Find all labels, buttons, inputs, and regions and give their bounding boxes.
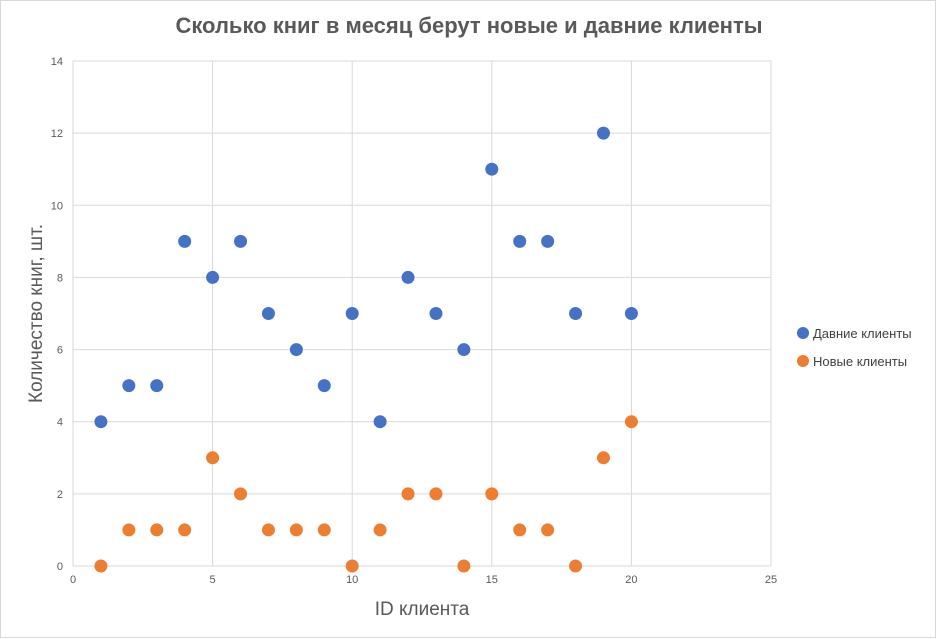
gridlines [72, 60, 772, 567]
old-clients-point [345, 307, 359, 320]
old-clients-point [457, 343, 471, 357]
new-clients-point [317, 523, 331, 537]
x-tick-label: 10 [346, 574, 358, 586]
new-clients-point [150, 523, 164, 537]
new-clients-point [178, 523, 192, 537]
new-clients-point [234, 487, 248, 501]
old-clients-point [122, 379, 136, 393]
new-clients-point [429, 487, 443, 501]
new-clients-point [373, 523, 387, 537]
x-tick-label: 0 [70, 574, 76, 586]
new-clients-point [596, 451, 610, 465]
new-clients-point [122, 523, 136, 537]
y-axis-title: Количество книг, шт. [26, 224, 47, 403]
y-tick-label: 6 [57, 345, 63, 357]
chart-title: Сколько книг в месяц берут новые и давни… [175, 13, 763, 38]
new-clients-point [541, 523, 555, 537]
old-clients-point [596, 126, 610, 140]
old-clients-point [513, 234, 527, 248]
y-tick-label: 4 [57, 417, 63, 429]
old-clients-point [206, 270, 220, 284]
tick-labels: 0 5 10 15 20 25 0 2 4 6 8 10 12 14 [51, 56, 777, 586]
old-clients-point [624, 307, 638, 320]
new-clients-point [206, 451, 220, 465]
new-clients-point [457, 559, 471, 573]
legend: Давние клиенты Новые клиенты [797, 319, 912, 375]
old-clients-point [150, 379, 164, 393]
new-clients-point [569, 559, 583, 573]
legend-item: Новые клиенты [797, 347, 912, 375]
old-clients-point [289, 343, 303, 357]
y-tick-label: 8 [57, 272, 63, 284]
x-tick-label: 20 [625, 574, 637, 586]
new-clients-point [513, 523, 527, 537]
y-tick-label: 10 [51, 200, 63, 212]
legend-label: Давние клиенты [813, 325, 912, 341]
y-tick-label: 0 [57, 561, 63, 573]
y-tick-label: 2 [57, 489, 63, 501]
legend-marker-icon [797, 355, 809, 367]
x-tick-label: 5 [210, 574, 216, 586]
x-tick-label: 25 [765, 574, 777, 586]
new-clients-point [94, 559, 108, 573]
new-clients-point [401, 487, 415, 501]
new-clients-point [345, 559, 359, 573]
y-tick-label: 14 [51, 56, 63, 68]
old-clients-point [541, 234, 555, 248]
legend-label: Новые клиенты [813, 353, 908, 369]
data-points [94, 126, 638, 573]
x-axis-title: ID клиента [375, 599, 470, 620]
old-clients-point [485, 162, 499, 176]
new-clients-point [624, 415, 638, 429]
old-clients-point [317, 379, 331, 393]
old-clients-point [569, 307, 583, 320]
x-tick-label: 15 [486, 574, 498, 586]
old-clients-point [94, 415, 108, 429]
old-clients-point [429, 307, 443, 320]
legend-item: Давние клиенты [797, 319, 912, 347]
old-clients-point [178, 234, 192, 248]
legend-marker-icon [797, 327, 809, 339]
old-clients-point [234, 234, 248, 248]
new-clients-point [261, 523, 275, 537]
y-tick-label: 12 [51, 128, 63, 140]
old-clients-point [261, 307, 275, 320]
new-clients-point [485, 487, 499, 501]
old-clients-point [401, 270, 415, 284]
old-clients-point [373, 415, 387, 429]
new-clients-point [289, 523, 303, 537]
